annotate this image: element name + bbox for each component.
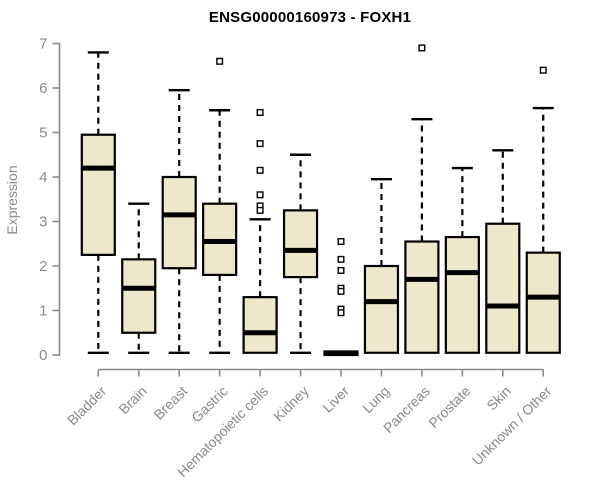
y-tick-label: 4 (39, 169, 47, 186)
outlier-point-hematopoietic-cells (256, 166, 264, 174)
outlier-point-liver (337, 266, 345, 274)
y-tick-label: 7 (39, 36, 47, 53)
x-tick-label: Lung (359, 383, 392, 416)
outlier-point-hematopoietic-cells (256, 108, 264, 116)
outlier-point-unknown-other (539, 66, 547, 74)
box-pancreas (404, 240, 440, 354)
y-tick-label: 3 (39, 214, 47, 231)
outlier-point-hematopoietic-cells (256, 191, 264, 199)
x-tick-label: Brain (115, 383, 149, 417)
box-unknown-other (525, 251, 561, 354)
x-tick-label: Bladder (64, 383, 110, 429)
box-prostate (444, 235, 480, 354)
x-tick-label: Breast (150, 383, 190, 423)
outlier-point-hematopoietic-cells (256, 140, 264, 148)
box-skin (485, 222, 521, 354)
x-tick-label: Kidney (270, 383, 312, 425)
outlier-point-liver (337, 287, 345, 295)
x-tick-label: Skin (483, 383, 514, 414)
outlier-point-liver (337, 238, 345, 246)
box-bladder (80, 133, 116, 256)
outlier-point-liver (337, 255, 345, 263)
x-tick-label: Prostate (425, 383, 473, 431)
outlier-point-gastric (216, 57, 224, 65)
box-brain (121, 258, 157, 334)
y-tick-label: 2 (39, 258, 47, 275)
y-tick-label: 5 (39, 125, 47, 142)
outlier-point-pancreas (418, 44, 426, 52)
outlier-point-liver (337, 309, 345, 317)
box-hematopoietic-cells (242, 296, 278, 354)
box-kidney (282, 209, 319, 279)
box-breast (161, 175, 197, 270)
outlier-point-hematopoietic-cells (256, 206, 264, 214)
chart-title: ENSG00000160973 - FOXH1 (208, 9, 412, 26)
y-axis-label: Expression (4, 165, 20, 235)
y-tick-label: 1 (39, 303, 47, 320)
box-lung (363, 264, 400, 354)
y-tick-label: 0 (39, 347, 47, 364)
y-tick-label: 6 (39, 80, 47, 97)
x-tick-label: Liver (319, 383, 352, 416)
